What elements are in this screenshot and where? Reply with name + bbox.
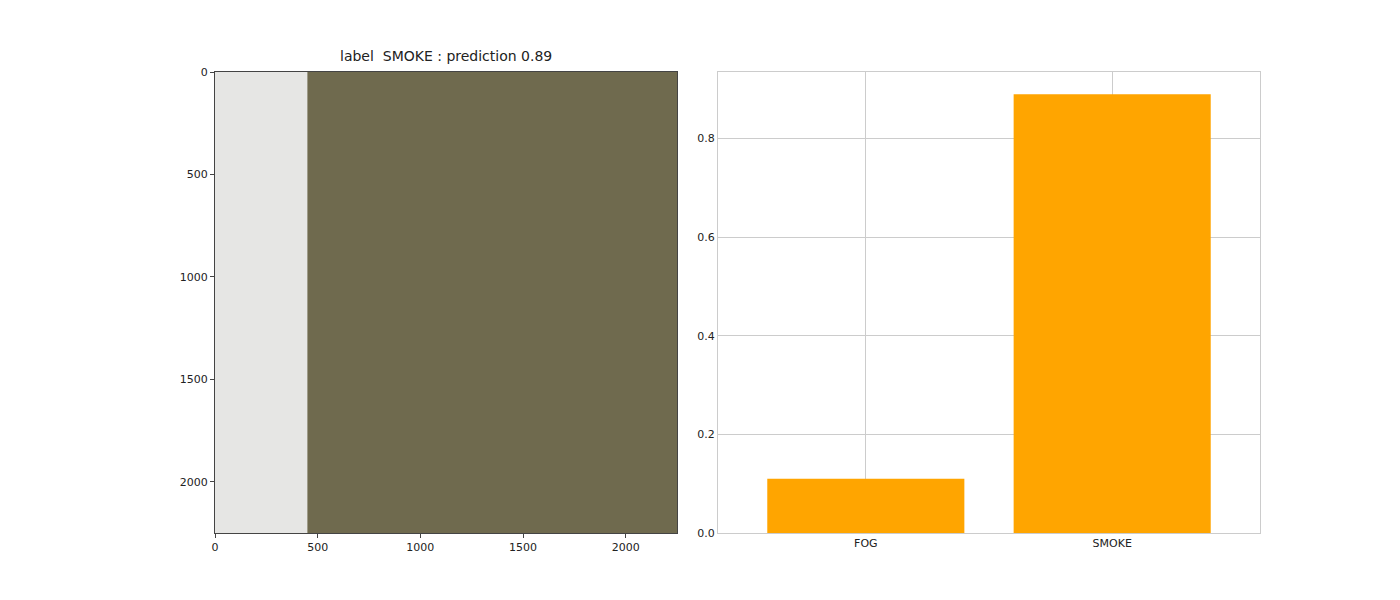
svg-text:2000: 2000 — [612, 541, 640, 554]
svg-text:500: 500 — [187, 168, 208, 181]
svg-text:500: 500 — [307, 541, 328, 554]
svg-text:1500: 1500 — [180, 373, 208, 386]
svg-text:0.4: 0.4 — [697, 330, 715, 343]
svg-text:0.2: 0.2 — [697, 428, 715, 441]
svg-text:1500: 1500 — [509, 541, 537, 554]
svg-text:1000: 1000 — [180, 271, 208, 284]
svg-text:0: 0 — [212, 541, 219, 554]
svg-text:label SMOKE : prediction 0.89: label SMOKE : prediction 0.89 — [340, 48, 552, 64]
svg-text:FOG: FOG — [854, 537, 878, 550]
svg-text:0: 0 — [201, 66, 208, 79]
svg-text:2000: 2000 — [180, 476, 208, 489]
svg-text:0.0: 0.0 — [697, 527, 715, 540]
svg-text:0.8: 0.8 — [697, 132, 715, 145]
svg-text:SMOKE: SMOKE — [1093, 537, 1132, 550]
svg-text:1000: 1000 — [406, 541, 434, 554]
svg-text:0.6: 0.6 — [697, 231, 715, 244]
